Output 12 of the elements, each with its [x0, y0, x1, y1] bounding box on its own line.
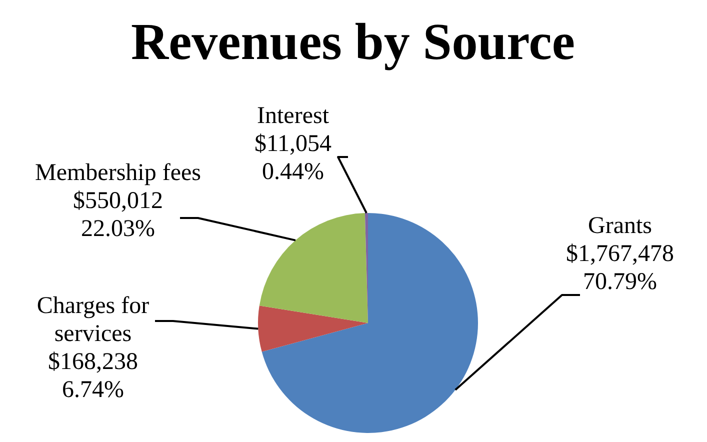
chart-title: Revenues by Source [130, 13, 576, 73]
pie-slice [262, 213, 478, 433]
slice-label: Interest [257, 103, 330, 129]
pie-slice [259, 213, 368, 323]
data-label: $168,238 6.74% [48, 349, 138, 403]
data-label: $1,767,478 70.79% [566, 241, 674, 295]
slice-label: Charges for services [36, 293, 150, 347]
data-label: $11,054 0.44% [254, 131, 332, 185]
slice-label: Membership fees [35, 160, 201, 186]
slice-label: Grants [588, 213, 652, 239]
data-label: $550,012 22.03% [73, 188, 163, 242]
pie-slice [258, 306, 368, 352]
